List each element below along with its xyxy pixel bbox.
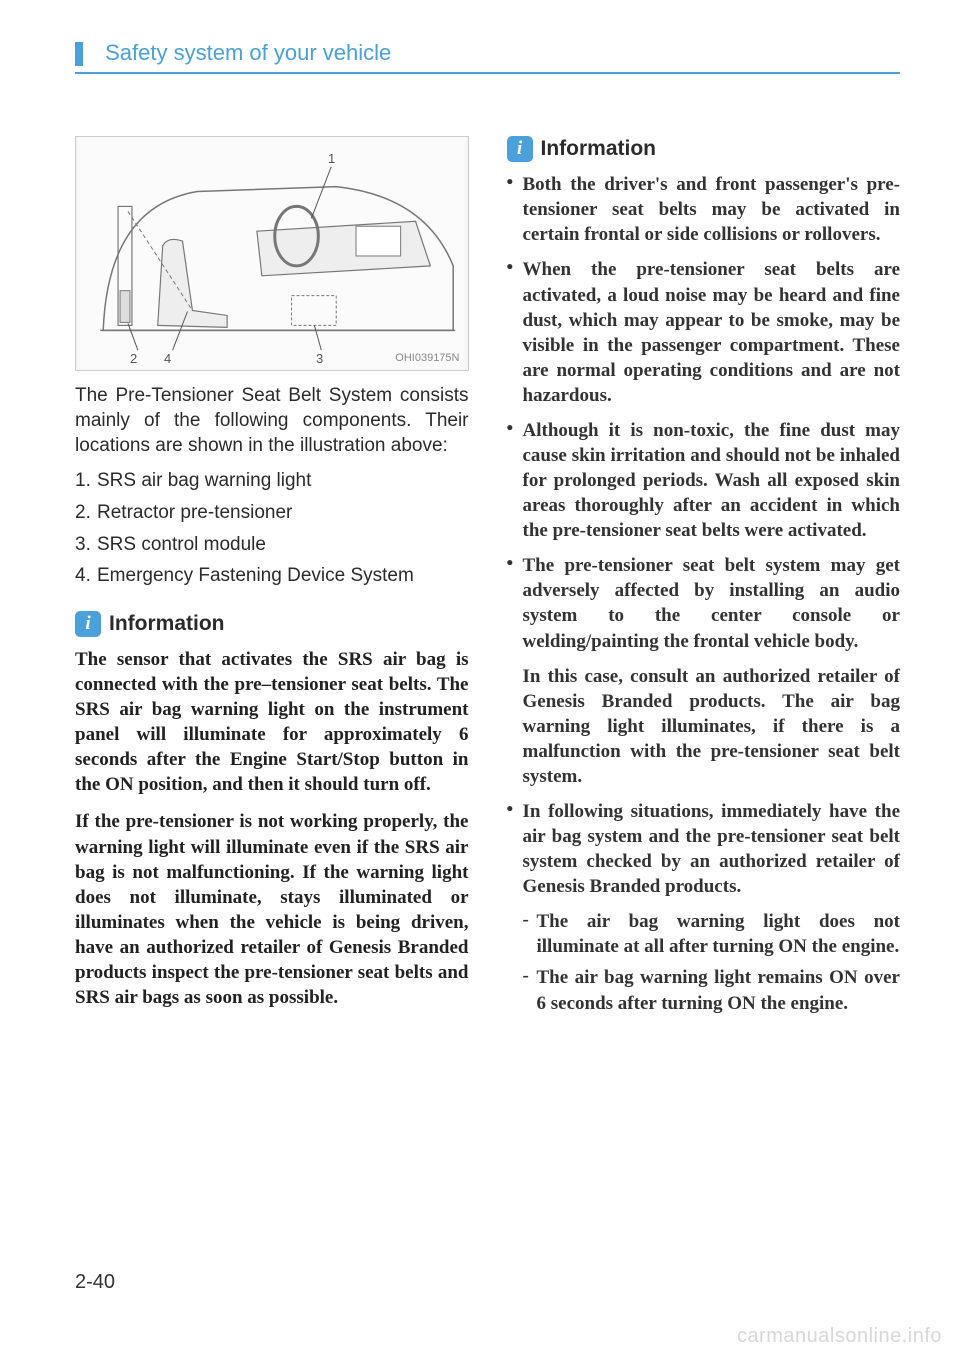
car-interior-diagram [76, 137, 468, 370]
component-num: 3. [75, 532, 97, 558]
component-text: Retractor pre-tensioner [97, 500, 469, 526]
component-text: SRS control module [97, 532, 469, 558]
info-label: Information [541, 137, 657, 161]
bullet-text: In following situations, immediately hav… [523, 799, 901, 899]
intro-paragraph: The Pre-Tensioner Seat Belt System consi… [75, 383, 469, 458]
info-sub-bullet: - The air bag warning light remains ON o… [523, 965, 901, 1015]
bullet-continuation: In this case, consult an authorized reta… [523, 664, 901, 789]
component-item: 3. SRS control module [75, 532, 469, 558]
info-heading: i Information [75, 611, 469, 637]
sub-mark: - [523, 909, 537, 959]
callout-3: 3 [316, 351, 323, 366]
section-header: Safety system of your vehicle [75, 40, 900, 74]
bullet-mark: • [507, 799, 523, 899]
bullet-text: When the pre-tensioner seat belts are ac… [523, 257, 901, 407]
component-text: SRS air bag warning light [97, 468, 469, 494]
component-num: 2. [75, 500, 97, 526]
component-num: 4. [75, 563, 97, 589]
info-sub-bullet: - The air bag warning light does not ill… [523, 909, 901, 959]
bullet-text: Both the driver's and front passenger's … [523, 172, 901, 247]
callout-2: 2 [130, 351, 137, 366]
sub-text: The air bag warning light remains ON ove… [537, 965, 901, 1015]
component-item: 1. SRS air bag warning light [75, 468, 469, 494]
figure-code: OHI039175N [395, 352, 459, 364]
component-num: 1. [75, 468, 97, 494]
component-item: 2. Retractor pre-tensioner [75, 500, 469, 526]
content-columns: 1 2 3 4 OHI039175N The Pre-Tensioner Sea… [75, 136, 900, 1022]
bullet-mark: • [507, 418, 523, 543]
bullet-text: The pre-tensioner seat belt system may g… [523, 553, 901, 653]
callout-1: 1 [328, 151, 335, 166]
page-number: 2-40 [75, 1271, 115, 1294]
component-item: 4. Emergency Fastening Device System [75, 563, 469, 589]
bullet-mark: • [507, 257, 523, 407]
info-heading: i Information [507, 136, 901, 162]
info-bullet: • Although it is non-toxic, the fine dus… [507, 418, 901, 543]
callout-4: 4 [164, 351, 171, 366]
info-bullet: • Both the driver's and front passenger'… [507, 172, 901, 247]
info-paragraph: The sensor that activates the SRS air ba… [75, 647, 469, 797]
bullet-mark: • [507, 553, 523, 653]
component-text: Emergency Fastening Device System [97, 563, 469, 589]
diagram-figure: 1 2 3 4 OHI039175N [75, 136, 469, 371]
section-title: Safety system of your vehicle [101, 40, 391, 66]
info-icon: i [75, 611, 101, 637]
info-icon: i [507, 136, 533, 162]
sub-mark: - [523, 965, 537, 1015]
left-column: 1 2 3 4 OHI039175N The Pre-Tensioner Sea… [75, 136, 469, 1022]
bullet-text: Although it is non-toxic, the fine dust … [523, 418, 901, 543]
info-paragraph: If the pre-tensioner is not working prop… [75, 809, 469, 1010]
sub-text: The air bag warning light does not illum… [537, 909, 901, 959]
info-label: Information [109, 612, 225, 636]
info-bullet: • When the pre-tensioner seat belts are … [507, 257, 901, 407]
info-bullet: • The pre-tensioner seat belt system may… [507, 553, 901, 653]
info-bullet: • In following situations, immediately h… [507, 799, 901, 899]
bullet-mark: • [507, 172, 523, 247]
watermark: carmanualsonline.info [737, 1325, 942, 1348]
right-column: i Information • Both the driver's and fr… [507, 136, 901, 1022]
